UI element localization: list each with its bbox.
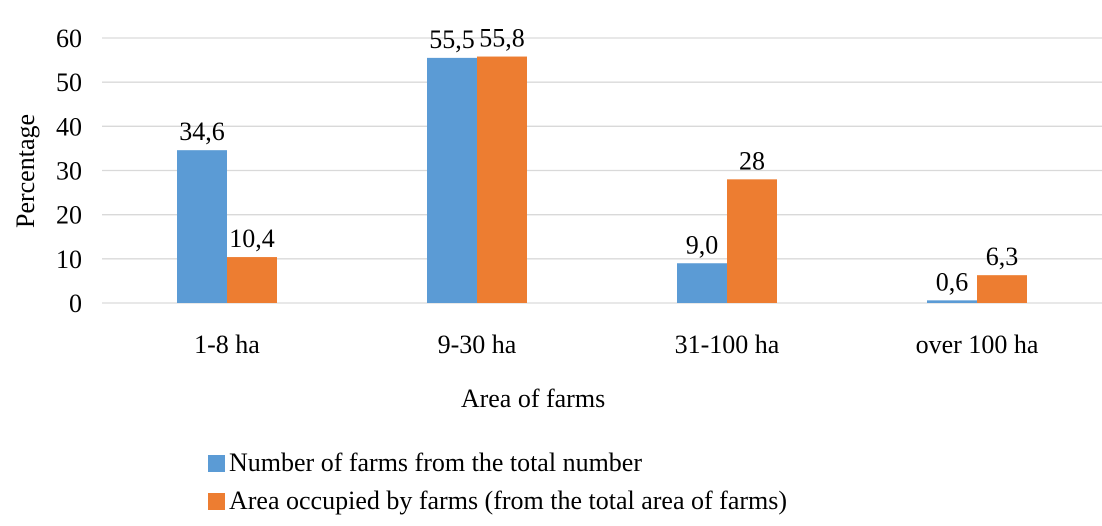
y-tick-label-1: 10 <box>56 245 82 274</box>
bar-series-2-3 <box>727 179 777 303</box>
y-tick-label-3: 30 <box>56 157 82 186</box>
legend-swatch-series-2 <box>208 492 225 510</box>
x-tick-label-2: 9-30 ha <box>438 330 517 359</box>
bar-series-2-4 <box>977 275 1027 303</box>
data-label-series-2-4: 6,3 <box>986 242 1019 271</box>
data-label-series-1-3: 9,0 <box>686 230 719 259</box>
bar-series-1-3 <box>677 263 727 303</box>
x-axis-title: Area of farms <box>461 384 605 413</box>
legend-label-series-1: Number of farms from the total number <box>229 448 642 477</box>
bar-series-2-1 <box>227 257 277 303</box>
y-tick-label-4: 40 <box>56 112 82 141</box>
x-tick-label-3: 31-100 ha <box>675 330 780 359</box>
y-tick-label-2: 20 <box>56 201 82 230</box>
y-axis-title: Percentage <box>11 114 40 228</box>
legend: Number of farms from the total number Ar… <box>208 444 787 520</box>
y-tick-label-6: 60 <box>56 24 82 53</box>
data-label-series-1-1: 34,6 <box>179 117 225 146</box>
y-axis-ticks: 0 10 20 30 40 50 60 <box>56 24 82 318</box>
legend-label-series-2: Area occupied by farms (from the total a… <box>229 486 788 515</box>
data-label-series-1-2: 55,5 <box>429 25 475 54</box>
bars <box>177 56 1027 303</box>
y-tick-label-0: 0 <box>69 289 82 318</box>
legend-item-series-1: Number of farms from the total number <box>208 444 787 482</box>
x-axis-ticks: 1-8 ha 9-30 ha 31-100 ha over 100 ha <box>194 330 1039 359</box>
bar-series-1-1 <box>177 150 227 303</box>
x-tick-label-4: over 100 ha <box>916 330 1039 359</box>
bar-series-2-2 <box>477 56 527 303</box>
data-label-series-1-4: 0,6 <box>936 267 969 296</box>
bar-series-1-2 <box>427 57 477 303</box>
y-tick-label-5: 50 <box>56 68 82 97</box>
legend-swatch-series-1 <box>208 454 225 472</box>
bar-series-1-4 <box>927 300 977 303</box>
data-label-series-2-2: 55,8 <box>479 24 525 53</box>
data-label-series-2-3: 28 <box>739 146 765 175</box>
x-tick-label-1: 1-8 ha <box>194 330 260 359</box>
legend-item-series-2: Area occupied by farms (from the total a… <box>208 482 787 520</box>
data-label-series-2-1: 10,4 <box>229 224 275 253</box>
data-labels: 34,6 10,4 55,5 55,8 9,0 28 0,6 6,3 <box>179 24 1018 297</box>
